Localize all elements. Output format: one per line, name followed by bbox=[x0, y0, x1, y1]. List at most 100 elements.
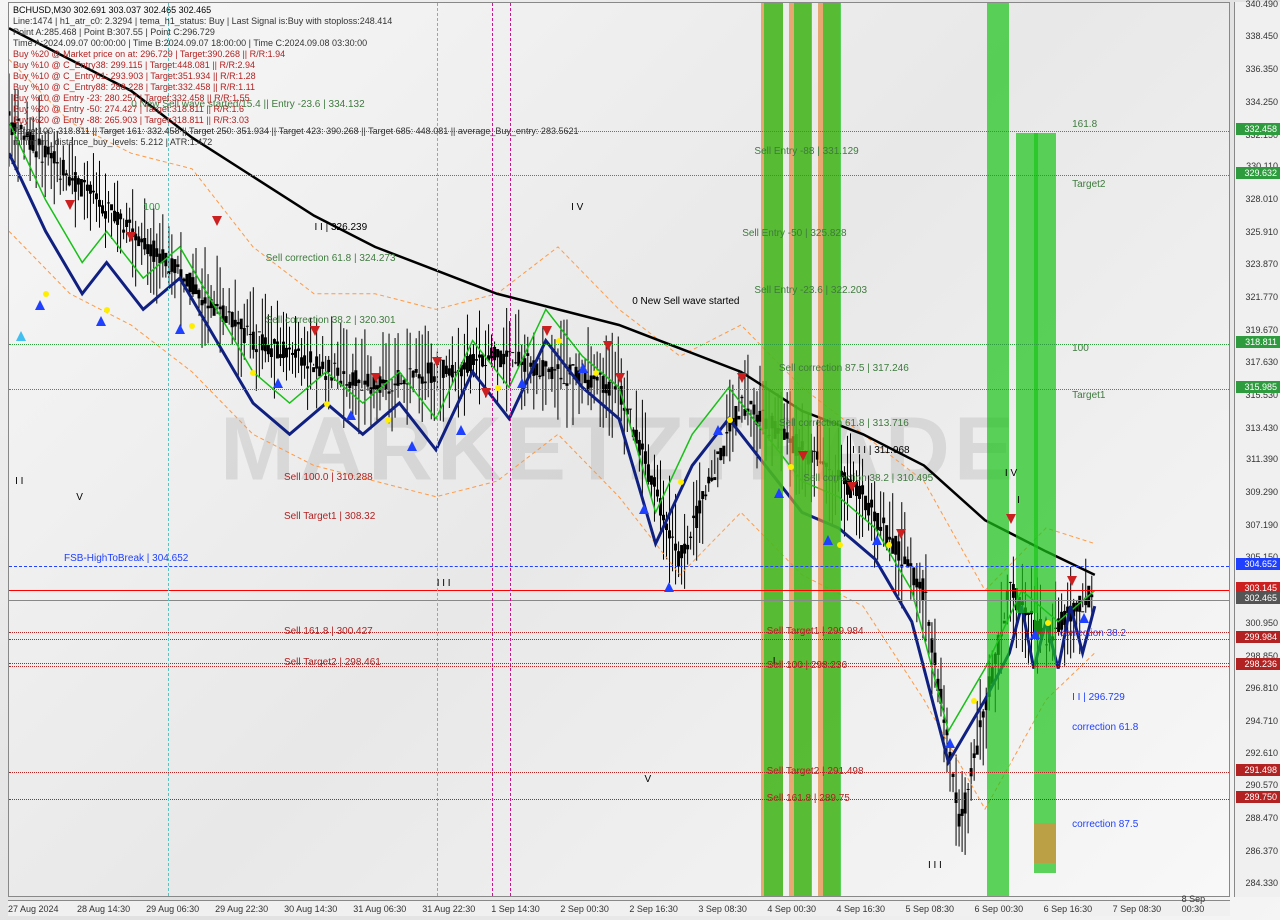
price-box: 291.498 bbox=[1236, 764, 1280, 776]
chart-label: Sell correction 38.2 | 310.495 bbox=[803, 473, 933, 484]
vertical-band bbox=[1034, 133, 1056, 873]
price-tick: 284.330 bbox=[1245, 878, 1278, 888]
signal-arrow bbox=[737, 373, 747, 383]
chart-label: Sell correction 87.5 | 317.246 bbox=[779, 363, 909, 374]
time-tick: 7 Sep 08:30 bbox=[1113, 904, 1162, 914]
price-tick: 317.630 bbox=[1245, 357, 1278, 367]
signal-arrow bbox=[96, 316, 106, 326]
price-tick: 321.770 bbox=[1245, 292, 1278, 302]
time-tick: 31 Aug 06:30 bbox=[353, 904, 406, 914]
chart-label: I I | 296.729 bbox=[1072, 692, 1125, 703]
time-tick: 6 Sep 16:30 bbox=[1044, 904, 1093, 914]
info-line: Buy %10 @ C_Entry38: 299.115 | Target:44… bbox=[13, 60, 255, 70]
chart-label: I I I | 311.968 bbox=[852, 445, 909, 456]
signal-arrow bbox=[664, 582, 674, 592]
time-tick: 2 Sep 16:30 bbox=[629, 904, 678, 914]
info-line: Buy %10 @ C_Entry88: 288.228 | Target:33… bbox=[13, 82, 255, 92]
signal-dot bbox=[324, 401, 330, 407]
chart-label: I I | 326.239 bbox=[315, 222, 368, 233]
signal-dot bbox=[385, 417, 391, 423]
info-line: Buy %20 @ Market price on at: 296.729 | … bbox=[13, 49, 285, 59]
chart-label: I bbox=[1017, 495, 1020, 506]
chart-label: Sell Entry -23.6 | 322.203 bbox=[754, 285, 867, 296]
time-tick: 1 Sep 14:30 bbox=[491, 904, 540, 914]
hline bbox=[9, 175, 1229, 176]
signal-arrow bbox=[1079, 613, 1089, 623]
signal-arrow bbox=[16, 331, 26, 341]
info-line: Time A:2024.09.07 00:00:00 | Time B:2024… bbox=[13, 38, 367, 48]
info-line: BCHUSD,M30 302.691 303.037 302.465 302.4… bbox=[13, 5, 211, 15]
price-box: 302.465 bbox=[1236, 592, 1280, 604]
time-tick: 28 Aug 14:30 bbox=[77, 904, 130, 914]
signal-dot bbox=[495, 385, 501, 391]
price-tick: 290.570 bbox=[1245, 780, 1278, 790]
hline bbox=[9, 666, 1229, 667]
signal-dot bbox=[886, 542, 892, 548]
info-line: Buy %20 @ Entry -50: 274.427 | Target:31… bbox=[13, 104, 244, 114]
chart-label: Sell Entry -50 | 325.828 bbox=[742, 228, 846, 239]
chart-label: correction 61.8 bbox=[1072, 722, 1138, 733]
vertical-band bbox=[794, 3, 812, 896]
signal-arrow bbox=[432, 357, 442, 367]
signal-arrow bbox=[126, 232, 136, 242]
hline bbox=[9, 344, 1229, 345]
chart-label: Sell correction 61.8 | 313.716 bbox=[779, 418, 909, 429]
price-tick: 340.490 bbox=[1245, 0, 1278, 9]
hline bbox=[9, 590, 1229, 591]
chart-label: FSB-HighToBreak | 304.652 bbox=[64, 553, 188, 564]
hline bbox=[9, 566, 1229, 567]
price-box: 304.652 bbox=[1236, 558, 1280, 570]
time-tick: 2 Sep 00:30 bbox=[560, 904, 609, 914]
signal-dot bbox=[250, 370, 256, 376]
vertical-band bbox=[823, 3, 841, 896]
signal-dot bbox=[593, 370, 599, 376]
signal-arrow bbox=[65, 200, 75, 210]
hline bbox=[9, 663, 1229, 664]
price-tick: 286.370 bbox=[1245, 846, 1278, 856]
info-line: Line:1474 | h1_atr_c0: 2.3294 | tema_h1_… bbox=[13, 16, 392, 26]
signal-arrow bbox=[407, 441, 417, 451]
vline bbox=[492, 3, 493, 896]
price-box: 329.632 bbox=[1236, 167, 1280, 179]
price-box: 318.811 bbox=[1236, 336, 1280, 348]
signal-arrow bbox=[456, 425, 466, 435]
hline bbox=[9, 772, 1229, 773]
time-tick: 27 Aug 2024 bbox=[8, 904, 59, 914]
signal-arrow bbox=[639, 504, 649, 514]
chart-label: Sell 161.8 | 289.75 bbox=[767, 793, 850, 804]
vertical-band bbox=[987, 3, 1009, 896]
chart-label: I I bbox=[15, 476, 23, 487]
signal-arrow bbox=[35, 300, 45, 310]
chart-label: I V bbox=[1005, 468, 1017, 479]
price-tick: 325.910 bbox=[1245, 227, 1278, 237]
chart-label: I I I bbox=[928, 860, 942, 871]
time-tick: 29 Aug 22:30 bbox=[215, 904, 268, 914]
time-tick: 31 Aug 22:30 bbox=[422, 904, 475, 914]
chart-label: Target1 bbox=[1072, 390, 1105, 401]
price-tick: 338.450 bbox=[1245, 31, 1278, 41]
signal-arrow bbox=[371, 373, 381, 383]
time-tick: 3 Sep 08:30 bbox=[698, 904, 747, 914]
signal-arrow bbox=[945, 738, 955, 748]
price-box: 299.984 bbox=[1236, 631, 1280, 643]
chart-label: V bbox=[76, 492, 83, 503]
signal-arrow bbox=[212, 216, 222, 226]
price-tick: 300.950 bbox=[1245, 618, 1278, 628]
chart-area[interactable]: MARKETZTRADE 100I I | 326.239I VI IVI I … bbox=[8, 2, 1230, 897]
price-tick: 288.470 bbox=[1245, 813, 1278, 823]
signal-arrow bbox=[615, 373, 625, 383]
chart-label: correction 38.2 bbox=[1060, 628, 1126, 639]
time-tick: 8 Sep 00:30 bbox=[1182, 894, 1230, 914]
hline bbox=[9, 639, 1229, 640]
chart-label: Sell 100 | 298.236 bbox=[767, 660, 847, 671]
info-line: Buy %20 @ Entry -88: 265.903 | Target:31… bbox=[13, 115, 249, 125]
price-tick: 336.350 bbox=[1245, 64, 1278, 74]
price-tick: 294.710 bbox=[1245, 716, 1278, 726]
hline bbox=[9, 389, 1229, 390]
signal-arrow bbox=[1006, 514, 1016, 524]
time-tick: 4 Sep 00:30 bbox=[767, 904, 816, 914]
price-box: 332.458 bbox=[1236, 123, 1280, 135]
signal-dot bbox=[43, 291, 49, 297]
price-box: 298.236 bbox=[1236, 658, 1280, 670]
signal-arrow bbox=[713, 425, 723, 435]
